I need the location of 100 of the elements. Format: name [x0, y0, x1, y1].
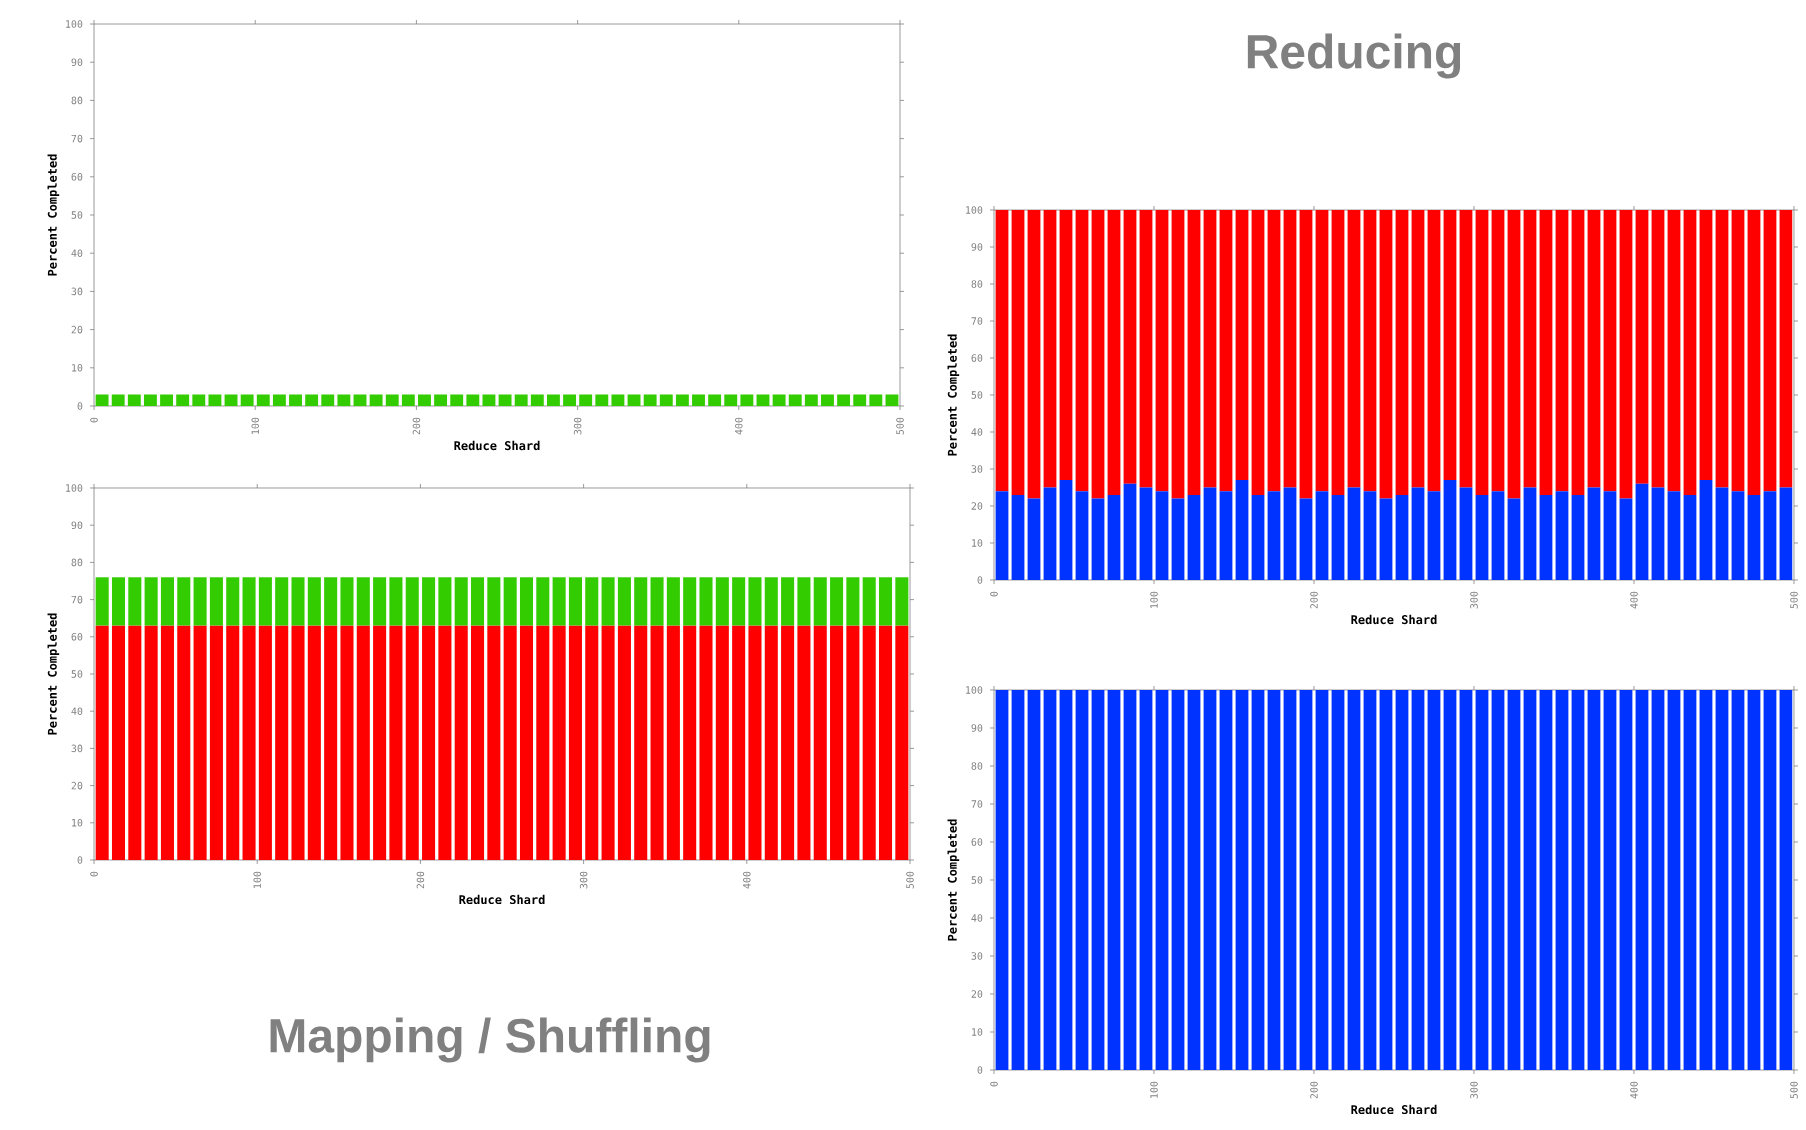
- bar: [1459, 210, 1473, 488]
- bar: [1683, 494, 1697, 580]
- text: Mapping / Shuffling: [270, 1017, 710, 1063]
- bar: [1027, 498, 1041, 580]
- bar: [1475, 494, 1489, 580]
- bar: [1395, 210, 1409, 495]
- bar: [1187, 494, 1201, 580]
- bar: [1587, 210, 1601, 488]
- bar: [1331, 210, 1345, 495]
- bar: [1027, 210, 1041, 499]
- bar: [1107, 494, 1121, 580]
- bar: [1091, 210, 1105, 499]
- bar: [1443, 210, 1457, 481]
- bar: [1507, 210, 1521, 499]
- bar: [1411, 210, 1425, 488]
- bar: [1187, 210, 1201, 495]
- bar: [1059, 210, 1073, 481]
- bar: [1555, 210, 1569, 492]
- bar: [1651, 210, 1665, 488]
- bar: [1123, 210, 1137, 484]
- bar: [1603, 210, 1617, 492]
- bar: [1491, 491, 1505, 580]
- bar: [1475, 210, 1489, 495]
- bar: [1763, 210, 1777, 492]
- bar: [1715, 210, 1729, 488]
- bar: [1619, 498, 1633, 580]
- bar: [1219, 210, 1233, 492]
- bar: [1219, 491, 1233, 580]
- bar: [1747, 210, 1761, 495]
- bar: [1731, 491, 1745, 580]
- bar: [1347, 210, 1361, 488]
- bar: [1539, 210, 1553, 495]
- bar: [1427, 491, 1441, 580]
- bar: [1155, 491, 1169, 580]
- bar: [1523, 487, 1537, 580]
- bar: [1075, 491, 1089, 580]
- bar: [1331, 494, 1345, 580]
- bar: [1363, 210, 1377, 492]
- bar: [1651, 487, 1665, 580]
- bar: [1011, 494, 1025, 580]
- bar: [1123, 483, 1137, 580]
- bar: [1267, 210, 1281, 492]
- bar: [1667, 210, 1681, 492]
- bar: [1251, 494, 1265, 580]
- bar: [1587, 487, 1601, 580]
- bar: [1315, 491, 1329, 580]
- bar: [1715, 487, 1729, 580]
- bar: [1411, 487, 1425, 580]
- bar: [995, 491, 1009, 580]
- bar: [1779, 210, 1793, 488]
- bar: [1171, 498, 1185, 580]
- bar: [1267, 491, 1281, 580]
- bar: [1043, 487, 1057, 580]
- bar: [995, 210, 1009, 492]
- bar: [1251, 210, 1265, 495]
- bar: [1635, 210, 1649, 484]
- bar: [1091, 498, 1105, 580]
- bar: [1571, 494, 1585, 580]
- bar: [1107, 210, 1121, 495]
- bar: [1155, 210, 1169, 492]
- bar: [1491, 210, 1505, 492]
- bar: [1635, 483, 1649, 580]
- bar: [1299, 210, 1313, 499]
- bar: [1171, 210, 1185, 499]
- bar: [1779, 487, 1793, 580]
- bar: [1699, 210, 1713, 481]
- bar: [1139, 487, 1153, 580]
- bar: [1075, 210, 1089, 492]
- bar: [1283, 210, 1297, 488]
- bar: [1315, 210, 1329, 492]
- bar: [1235, 480, 1249, 580]
- bar: [1011, 210, 1025, 495]
- bar: [1059, 480, 1073, 580]
- bar: [1619, 210, 1633, 499]
- chart-title: Reducing: [1247, 33, 1461, 79]
- bar: [1427, 210, 1441, 492]
- bar: [1395, 494, 1409, 580]
- bar: [1523, 210, 1537, 488]
- bar: [1347, 487, 1361, 580]
- bar: [1683, 210, 1697, 495]
- bar: [1203, 210, 1217, 488]
- bar: [1699, 480, 1713, 580]
- bar: [1539, 494, 1553, 580]
- bar: [1283, 487, 1297, 580]
- bar: [1555, 491, 1569, 580]
- bar: [1379, 498, 1393, 580]
- bar: [1763, 491, 1777, 580]
- bar: [1203, 487, 1217, 580]
- bar: [1603, 491, 1617, 580]
- bar: [1507, 498, 1521, 580]
- bar: [1043, 210, 1057, 488]
- bar: [1571, 210, 1585, 495]
- bar: [1459, 487, 1473, 580]
- bar: [1379, 210, 1393, 499]
- bar: [1731, 210, 1745, 492]
- bar: [1667, 491, 1681, 580]
- bar: [1235, 210, 1249, 481]
- bar: [1747, 494, 1761, 580]
- bar: [1363, 491, 1377, 580]
- bar: [1443, 480, 1457, 580]
